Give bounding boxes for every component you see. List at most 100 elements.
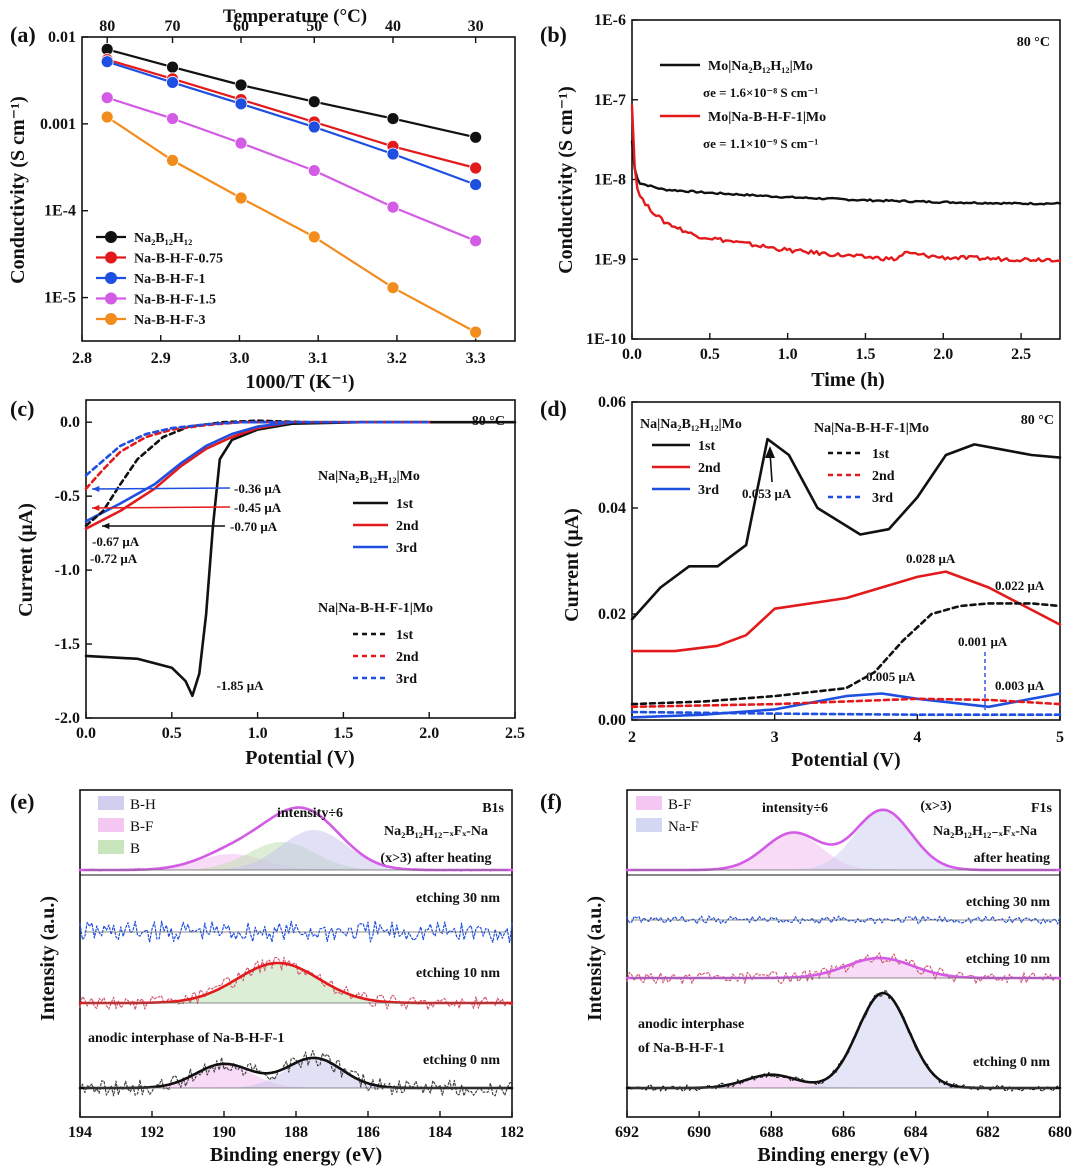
data-point xyxy=(234,78,248,92)
x-tick-label: 0.0 xyxy=(622,346,642,363)
legend-swatch xyxy=(98,796,124,810)
top-tick-label: 30 xyxy=(468,18,484,35)
y-tick-label: 0.00 xyxy=(598,712,626,729)
x-tick-label: 194 xyxy=(68,1124,92,1141)
data-point xyxy=(307,120,321,134)
x-axis-title: Binding energy (eV) xyxy=(210,1144,382,1166)
peak-fill xyxy=(627,1074,1060,1088)
data-point xyxy=(166,76,179,89)
y-tick-label: 0.04 xyxy=(598,500,626,517)
data-point xyxy=(166,153,179,167)
x-tick-label: 184 xyxy=(428,1124,452,1141)
series-line xyxy=(106,96,477,242)
data-point xyxy=(469,234,483,248)
legend-swatch xyxy=(98,840,124,854)
legend-label: B-F xyxy=(130,819,153,835)
legend-label: Mo|Na₂B₁₂H₁₂|Mo xyxy=(708,59,813,74)
legend-label: Na-F xyxy=(668,819,699,835)
legend-label: Na-B-H-F-0.75 xyxy=(134,252,223,267)
x-tick-label: 0.5 xyxy=(162,725,182,742)
data-point xyxy=(307,95,321,109)
plot-frame xyxy=(85,399,516,719)
series-line xyxy=(106,60,477,186)
data-point xyxy=(307,230,321,244)
x-tick-label: 1.0 xyxy=(248,725,268,742)
arrow-head xyxy=(92,485,100,493)
legend-label: Na-B-H-F-1.5 xyxy=(134,293,216,308)
top-annotation: (x>3) after heating xyxy=(380,851,491,866)
legend-label: 1st xyxy=(698,439,715,454)
x-tick-label: 680 xyxy=(1048,1124,1072,1141)
series-line xyxy=(630,710,1062,716)
x-tick-label: 0.0 xyxy=(76,725,96,742)
x-tick-label: 2.9 xyxy=(151,350,171,367)
arrow-head xyxy=(102,522,110,530)
etching-label: etching 0 nm xyxy=(973,1055,1050,1070)
top-annotation: after heating xyxy=(974,851,1050,866)
data-point xyxy=(469,325,483,339)
y-tick-label: 1E-10 xyxy=(586,331,626,348)
legend-label: Na-B-H-F-1 xyxy=(134,272,206,287)
legend-label: 3rd xyxy=(396,541,417,556)
data-point xyxy=(166,60,179,74)
spectrum-data xyxy=(79,1050,513,1097)
y-tick-label: 0.0 xyxy=(60,414,80,431)
legend-marker xyxy=(105,292,117,305)
top-tick-label: 60 xyxy=(233,18,249,35)
y-tick-label: -0.5 xyxy=(55,488,80,505)
y-axis-title: Intensity (a.u.) xyxy=(584,896,606,1021)
y-tick-label: 1E-6 xyxy=(594,12,626,29)
data-point xyxy=(386,281,400,295)
peak-fill xyxy=(80,854,512,870)
series-line xyxy=(630,437,1062,621)
data-point xyxy=(307,164,321,177)
series-line xyxy=(84,420,431,477)
legend-marker xyxy=(105,231,117,243)
etching-label: etching 30 nm xyxy=(966,895,1050,910)
y-axis-title: Current (μA) xyxy=(15,503,37,617)
x-tick-label: 182 xyxy=(500,1124,524,1141)
y-tick-label: 1E-8 xyxy=(594,172,626,189)
value-label: 0.001 μA xyxy=(958,634,1008,649)
legend-title: Na|Na-B-H-F-1|Mo xyxy=(318,601,433,616)
plot-frame xyxy=(631,401,1061,721)
top-annotation: (x>3) xyxy=(920,799,952,814)
x-tick-label: 1.5 xyxy=(855,346,875,363)
legend-swatch xyxy=(98,818,124,832)
x-axis-title: Potential (V) xyxy=(245,747,354,769)
legend-marker xyxy=(105,272,117,284)
top-tick-label: 50 xyxy=(306,18,322,35)
value-label: -0.72 μA xyxy=(90,551,138,566)
value-label: -0.67 μA xyxy=(92,534,140,549)
panel-c: (c)80 °C0.0 0.5 1.0 1.5 2.0 2.5-2.0-1.5-1.0-0… xyxy=(10,396,525,769)
x-tick-label: 2.5 xyxy=(505,725,525,742)
legend-label: Mo|Na-B-H-F-1|Mo xyxy=(708,110,826,125)
peak-fill xyxy=(627,993,1060,1088)
data-point xyxy=(469,130,483,144)
plot-frame xyxy=(81,36,516,342)
value-label: 0.053 μA xyxy=(742,486,792,501)
arrow-line xyxy=(91,487,231,490)
x-tick-label: 1.0 xyxy=(778,346,798,363)
panel-a: (a) Temperature (°C) 2.8 2.9 3.0 3.1 3.2 3.3 80 7… xyxy=(7,6,516,393)
panel-label: (d) xyxy=(540,396,567,421)
peak-fill xyxy=(627,810,1060,870)
plot-frame xyxy=(631,19,1061,340)
x-tick-label: 2.0 xyxy=(419,725,439,742)
legend-title: Na|Na₂B₁₂H₁₂|Mo xyxy=(640,417,742,432)
annotation-temp: 80 °C xyxy=(1017,35,1050,50)
x-tick-label: 2.0 xyxy=(933,346,953,363)
legend-note: σe = 1.6×10⁻⁸ S cm⁻¹ xyxy=(703,85,818,100)
series-line xyxy=(630,140,1062,206)
legend-label: 2nd xyxy=(698,461,721,476)
top-tick-label: 70 xyxy=(165,18,181,35)
data-point xyxy=(100,55,114,69)
y-axis-title: Conductivity (S cm⁻¹) xyxy=(7,96,29,284)
y-axis-title: Intensity (a.u.) xyxy=(37,896,59,1021)
panel-label: (a) xyxy=(10,22,36,47)
panel-e: (e) B1s 194 192 190 188 186 184 182 Binding energ… xyxy=(10,789,524,1166)
etching-label: etching 0 nm xyxy=(423,1053,500,1068)
x-tick-label: 3.1 xyxy=(308,350,328,367)
value-label: 0.028 μA xyxy=(906,551,956,566)
legend-swatch xyxy=(636,818,662,832)
